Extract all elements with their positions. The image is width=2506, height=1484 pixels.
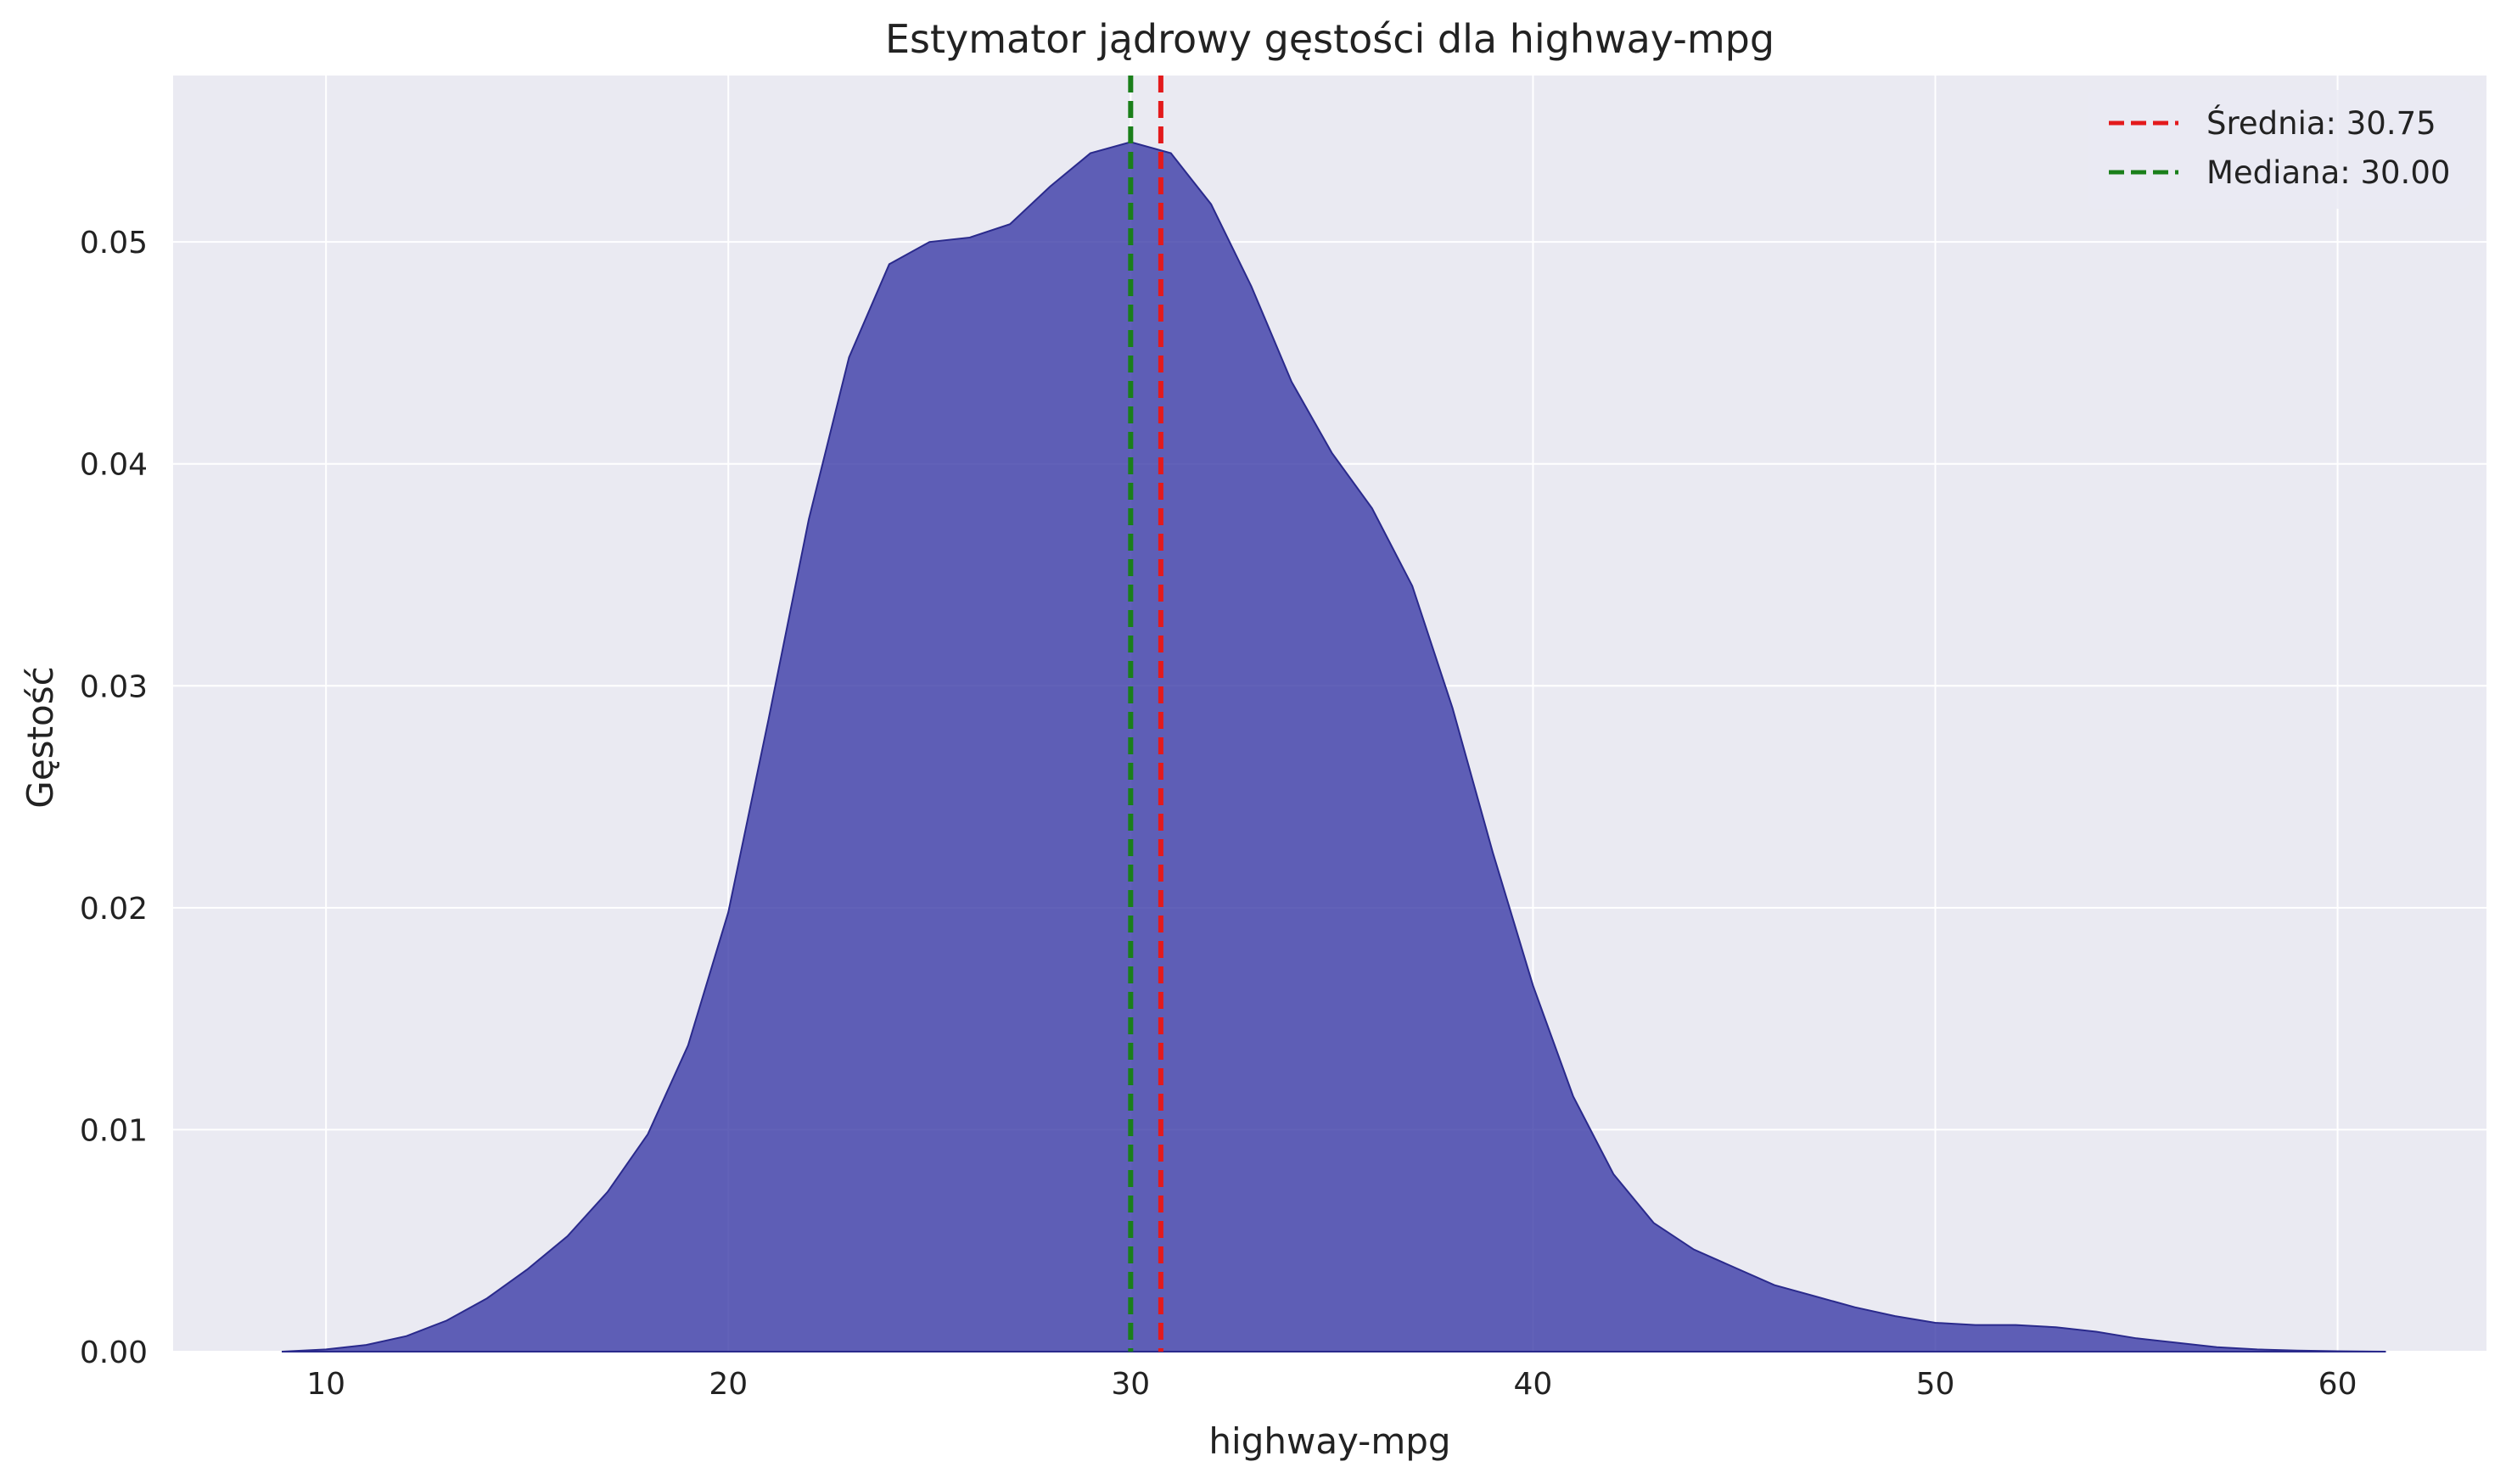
reference-lines-layer [1128, 76, 1163, 1352]
y-tick-label: 0.02 [80, 892, 148, 927]
legend-box [2088, 90, 2470, 209]
y-tick-labels: 0.00 0.01 0.02 0.03 0.04 0.05 [80, 226, 148, 1370]
x-tick-label: 10 [306, 1367, 345, 1402]
y-tick-label: 0.05 [80, 226, 148, 260]
legend-label-median: Mediana: 30.00 [2206, 154, 2450, 191]
y-tick-label: 0.04 [80, 448, 148, 483]
x-tick-label: 50 [1916, 1367, 1955, 1402]
y-tick-label: 0.01 [80, 1113, 148, 1148]
x-tick-label: 20 [709, 1367, 748, 1402]
density-area-layer [281, 141, 2386, 1352]
x-tick-label: 40 [1514, 1367, 1553, 1402]
x-axis-label: highway-mpg [1208, 1420, 1450, 1462]
x-tick-label: 60 [2318, 1367, 2357, 1402]
legend-label-mean: Średnia: 30.75 [2206, 104, 2436, 142]
chart-title: Estymator jądrowy gęstości dla highway-m… [885, 16, 1774, 62]
y-tick-label: 0.03 [80, 669, 148, 704]
y-tick-label: 0.00 [80, 1336, 148, 1370]
x-tick-label: 30 [1111, 1367, 1150, 1402]
y-axis-label: Gęstość [20, 666, 61, 808]
legend: Średnia: 30.75 Mediana: 30.00 [2088, 90, 2470, 209]
density-area [281, 141, 2386, 1352]
x-tick-labels: 10 20 30 40 50 60 [306, 1367, 2357, 1402]
